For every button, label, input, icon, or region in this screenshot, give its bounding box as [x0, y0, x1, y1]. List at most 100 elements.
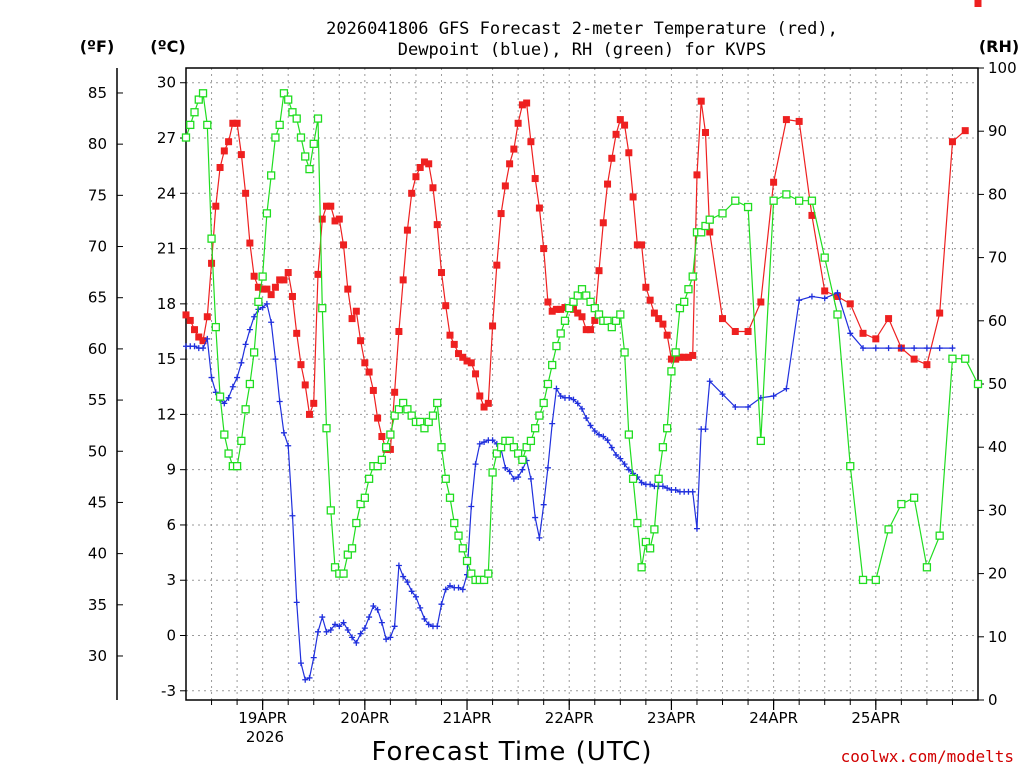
dewpoint-point [923, 345, 930, 352]
dewpoint-point [553, 385, 560, 392]
dewpoint-point [259, 304, 266, 311]
2-meter-temperature-point [782, 116, 790, 124]
fahrenheit-tick-label: 55 [88, 391, 107, 409]
rh-tick-label: 50 [988, 375, 1007, 393]
dewpoint-point [280, 429, 287, 436]
rh-point [680, 297, 689, 306]
2-meter-temperature-point [250, 272, 258, 280]
rh-point [603, 316, 612, 325]
2-meter-temperature-point [872, 335, 880, 343]
2-meter-temperature-point [395, 327, 403, 335]
rh-point [513, 449, 523, 458]
rh-point [488, 468, 497, 477]
rh-point [275, 120, 284, 130]
2-meter-temperature-point [463, 357, 471, 365]
x-tick-label: 20APR [340, 709, 389, 727]
rh-point [535, 411, 544, 420]
dewpoint-point [400, 573, 407, 580]
rh-point [509, 443, 519, 452]
2-meter-temperature-point [352, 307, 360, 315]
dewpoint-point [591, 427, 598, 434]
2-meter-temperature-point [633, 241, 641, 249]
2-meter-temperature-point [412, 173, 420, 181]
2-meter-temperature-point [182, 311, 190, 319]
rh-point [607, 322, 616, 332]
dewpoint-point [263, 300, 270, 307]
dewpoint-point [608, 444, 615, 451]
rh-point [526, 436, 536, 446]
rh-point [262, 209, 272, 218]
dewpoint-point [532, 514, 539, 521]
dewpoint-point [689, 488, 696, 495]
2-meter-temperature-point [276, 276, 284, 284]
dewpoint-point [872, 345, 879, 352]
rh-point [505, 436, 514, 446]
rh-point [224, 449, 233, 458]
dewpoint-point [574, 400, 581, 407]
rh-point [198, 89, 208, 98]
dewpoint-point [617, 455, 624, 462]
rh-point [339, 569, 348, 578]
dewpoint-point [587, 422, 594, 429]
2-meter-temperature-point [552, 305, 560, 313]
rh-point [496, 443, 506, 452]
dewpoint-point [408, 588, 415, 595]
2-meter-temperature-point [612, 130, 620, 138]
rh-point [671, 348, 680, 357]
2-meter-temperature-point [323, 202, 331, 210]
rh-point [795, 196, 804, 205]
2-meter-temperature-point [318, 215, 326, 223]
2-meter-temperature-point [472, 370, 480, 378]
dewpoint-point [361, 625, 368, 632]
x-tick-label: 22APR [545, 709, 594, 727]
rh-point [769, 196, 778, 205]
dewpoint-point [434, 623, 441, 630]
2-meter-temperature-point [638, 241, 646, 249]
x-axis-label: Forecast Time (UTC) [371, 737, 652, 767]
rh-point [807, 196, 817, 205]
2-meter-temperature-point [650, 309, 658, 317]
dewpoint-point [860, 345, 867, 352]
rh-point [658, 443, 668, 452]
2-meter-temperature-point [450, 340, 458, 348]
2-meter-temperature-point [284, 269, 292, 277]
dewpoint-point [659, 483, 666, 490]
dewpoint-point [447, 582, 453, 589]
2-meter-temperature-point [195, 333, 203, 341]
dewpoint-point [719, 391, 726, 398]
2-meter-temperature-point [399, 276, 407, 284]
2-meter-temperature-point [220, 147, 228, 155]
rh-point [743, 202, 753, 212]
rh-point [961, 354, 970, 363]
rh-point [556, 329, 565, 338]
rh-point [846, 462, 855, 471]
2-meter-temperature-point [731, 327, 739, 335]
dewpoint-point [374, 606, 381, 613]
rh-point [633, 518, 642, 528]
2-meter-temperature-point [582, 326, 590, 334]
rh-point [624, 430, 633, 439]
2-meter-temperature-point [719, 315, 727, 323]
dewpoint-point [544, 464, 551, 471]
2-meter-temperature-point [744, 327, 752, 335]
2-meter-temperature-point [229, 119, 237, 127]
rh-point [479, 575, 489, 585]
2-meter-temperature-point [208, 259, 216, 267]
dewpoint-point [459, 586, 466, 593]
rh-point [462, 556, 472, 566]
rh-point [616, 310, 625, 319]
2-meter-temperature-point [378, 433, 386, 441]
2-meter-temperature-point [795, 117, 803, 125]
rh-point [330, 563, 340, 572]
dewpoint-point [421, 615, 428, 622]
2-meter-temperature-point [340, 241, 348, 249]
fahrenheit-tick-label: 65 [88, 289, 107, 307]
dewpoint-point [332, 621, 339, 628]
rh-point [399, 398, 408, 408]
x-tick-label: 25APR [851, 709, 900, 727]
dewpoint-point [442, 586, 449, 593]
2-meter-temperature-point [225, 138, 233, 146]
rh-tick-label: 100 [988, 59, 1017, 77]
rh-point [181, 133, 191, 142]
2-meter-temperature-point [288, 292, 296, 300]
